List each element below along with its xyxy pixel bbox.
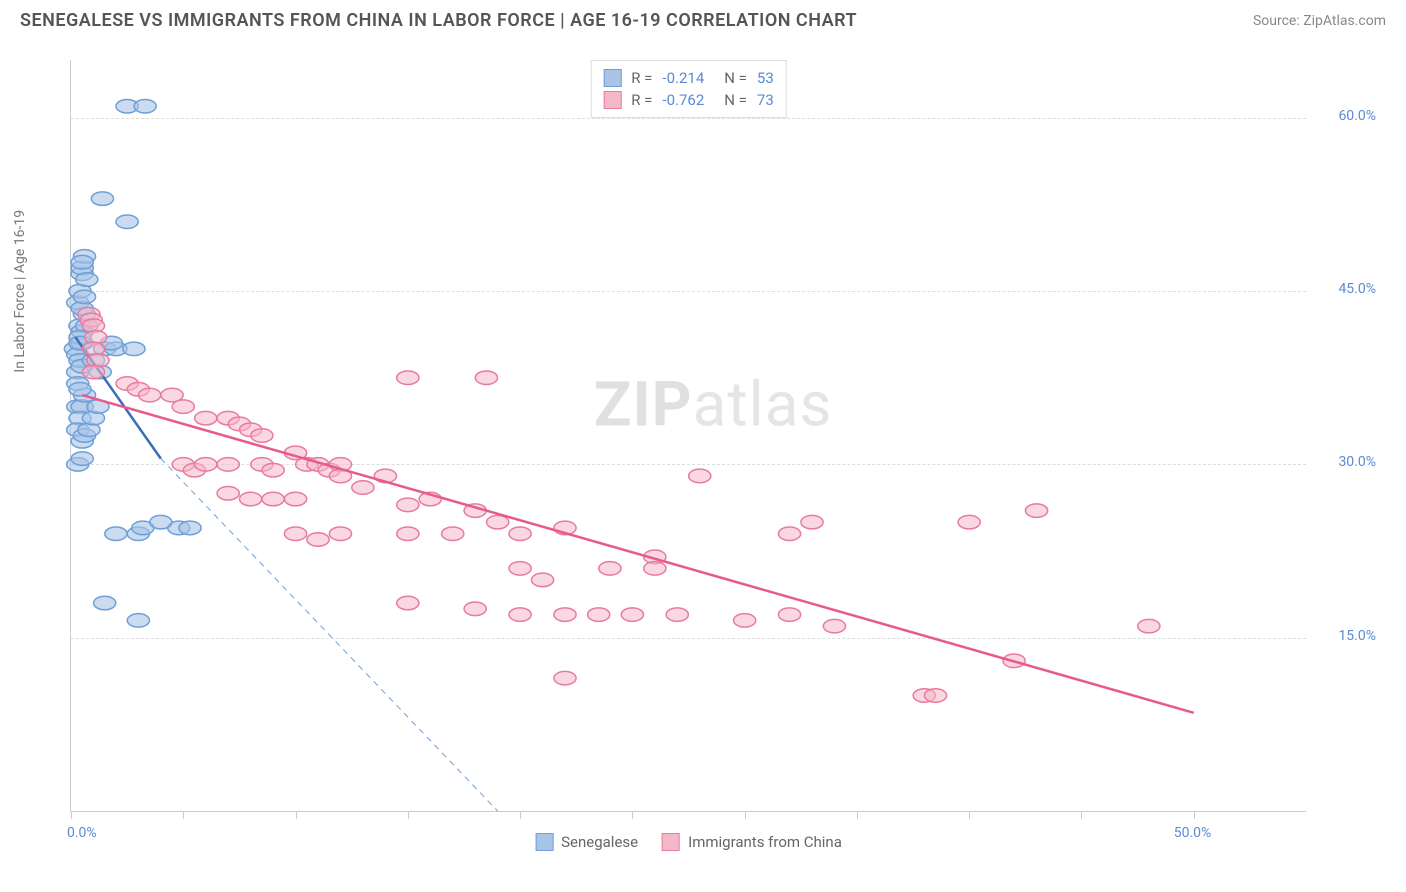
x-tick bbox=[1194, 811, 1195, 819]
x-tick bbox=[408, 811, 409, 819]
data-point bbox=[509, 562, 531, 576]
data-point bbox=[76, 273, 98, 287]
data-point bbox=[195, 458, 217, 472]
x-tick bbox=[1081, 811, 1082, 819]
data-point bbox=[69, 383, 91, 397]
data-point bbox=[262, 463, 284, 477]
data-point bbox=[352, 481, 374, 495]
data-point bbox=[509, 527, 531, 541]
data-point bbox=[105, 527, 127, 541]
legend-label: Senegalese bbox=[561, 833, 638, 851]
data-point bbox=[127, 614, 149, 628]
data-point bbox=[150, 515, 172, 529]
data-point bbox=[82, 365, 104, 379]
data-point bbox=[195, 411, 217, 425]
data-point bbox=[134, 99, 156, 113]
series-legend: Senegalese Immigrants from China bbox=[535, 833, 842, 851]
data-point bbox=[71, 255, 93, 269]
x-tick bbox=[296, 811, 297, 819]
data-point bbox=[734, 614, 756, 628]
data-point bbox=[284, 492, 306, 506]
data-point bbox=[588, 608, 610, 622]
data-point bbox=[1025, 504, 1047, 518]
y-tick-label: 60.0% bbox=[1338, 108, 1376, 124]
y-tick-label: 30.0% bbox=[1338, 454, 1376, 470]
x-tick bbox=[520, 811, 521, 819]
data-point bbox=[240, 492, 262, 506]
data-point bbox=[179, 521, 201, 535]
data-point bbox=[509, 608, 531, 622]
legend-item: Immigrants from China bbox=[662, 833, 842, 851]
legend-label: Immigrants from China bbox=[688, 833, 842, 851]
y-tick-label: 45.0% bbox=[1338, 281, 1376, 297]
data-point bbox=[666, 608, 688, 622]
data-point bbox=[554, 671, 576, 685]
data-point bbox=[307, 533, 329, 547]
data-point bbox=[599, 562, 621, 576]
data-point bbox=[138, 388, 160, 402]
x-tick bbox=[857, 811, 858, 819]
trend-extrapolation bbox=[161, 459, 498, 811]
chart-title: SENEGALESE VS IMMIGRANTS FROM CHINA IN L… bbox=[20, 10, 857, 31]
data-point bbox=[958, 515, 980, 529]
data-point bbox=[91, 192, 113, 206]
data-point bbox=[487, 515, 509, 529]
data-point bbox=[397, 498, 419, 512]
data-point bbox=[464, 602, 486, 616]
data-point bbox=[924, 689, 946, 703]
x-tick bbox=[632, 811, 633, 819]
data-point bbox=[251, 429, 273, 443]
data-point bbox=[531, 573, 553, 587]
data-point bbox=[823, 619, 845, 633]
data-point bbox=[801, 515, 823, 529]
x-tick bbox=[745, 811, 746, 819]
legend-swatch bbox=[535, 833, 553, 851]
data-point bbox=[778, 608, 800, 622]
chart-container: In Labor Force | Age 16-19 R =-0.214N =5… bbox=[50, 50, 1386, 842]
data-point bbox=[442, 527, 464, 541]
data-point bbox=[644, 562, 666, 576]
data-point bbox=[329, 527, 351, 541]
x-tick bbox=[183, 811, 184, 819]
legend-item: Senegalese bbox=[535, 833, 638, 851]
data-point bbox=[262, 492, 284, 506]
data-point bbox=[94, 596, 116, 610]
y-tick-label: 15.0% bbox=[1338, 628, 1376, 644]
data-point bbox=[397, 371, 419, 385]
data-point bbox=[217, 487, 239, 501]
x-tick bbox=[969, 811, 970, 819]
x-axis-start-label: 0.0% bbox=[67, 825, 97, 841]
data-point bbox=[689, 469, 711, 483]
data-point bbox=[778, 527, 800, 541]
scatter-plot-svg bbox=[71, 60, 1306, 811]
data-point bbox=[621, 608, 643, 622]
plot-area: R =-0.214N =53R =-0.762N =73 ZIPatlas 15… bbox=[70, 60, 1306, 812]
data-point bbox=[397, 527, 419, 541]
data-point bbox=[123, 342, 145, 356]
data-point bbox=[284, 527, 306, 541]
data-point bbox=[172, 400, 194, 414]
y-axis-label: In Labor Force | Age 16-19 bbox=[12, 210, 28, 373]
data-point bbox=[71, 452, 93, 466]
data-point bbox=[397, 596, 419, 610]
data-point bbox=[116, 215, 138, 229]
data-point bbox=[475, 371, 497, 385]
trend-line bbox=[82, 395, 1194, 713]
x-tick bbox=[71, 811, 72, 819]
source-attribution: Source: ZipAtlas.com bbox=[1253, 13, 1386, 29]
data-point bbox=[554, 608, 576, 622]
data-point bbox=[73, 290, 95, 304]
data-point bbox=[1138, 619, 1160, 633]
legend-swatch bbox=[662, 833, 680, 851]
x-axis-end-label: 50.0% bbox=[1174, 825, 1212, 841]
data-point bbox=[217, 458, 239, 472]
